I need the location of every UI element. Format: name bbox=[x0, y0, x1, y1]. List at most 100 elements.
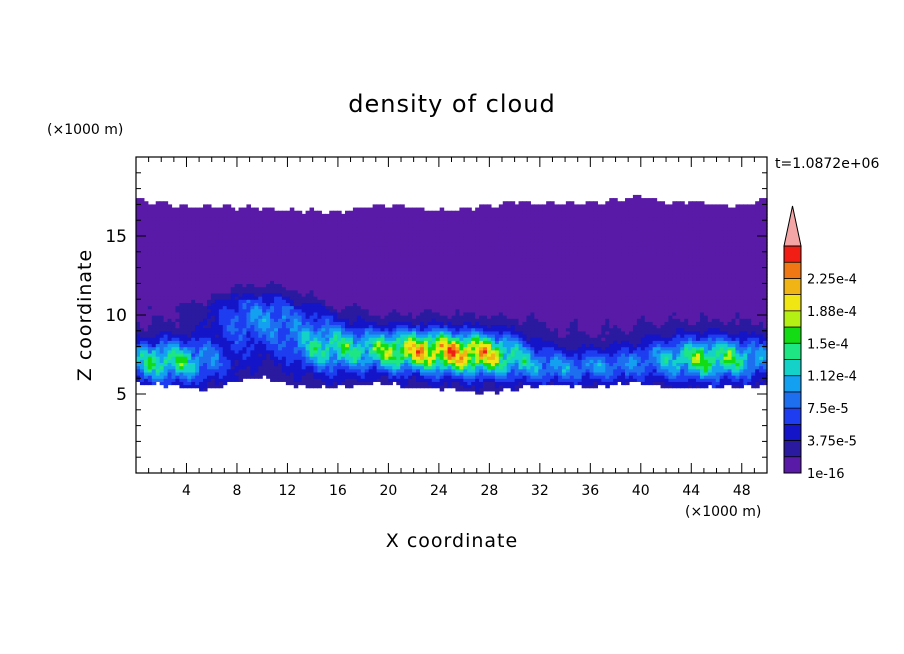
density-cell bbox=[317, 324, 322, 329]
density-cell bbox=[692, 315, 697, 319]
density-cell bbox=[581, 352, 587, 357]
density-cell bbox=[277, 305, 283, 310]
density-cell bbox=[597, 327, 602, 332]
density-cell bbox=[447, 292, 453, 297]
density-cell bbox=[416, 324, 421, 329]
density-cell bbox=[423, 356, 429, 360]
density-cell bbox=[159, 375, 165, 379]
density-cell bbox=[739, 352, 744, 357]
density-cell bbox=[463, 330, 468, 335]
density-cell bbox=[270, 324, 275, 329]
density-cell bbox=[656, 352, 662, 357]
density-cell bbox=[404, 308, 409, 313]
density-cell bbox=[668, 352, 673, 357]
density-cell bbox=[471, 362, 476, 367]
density-cell bbox=[530, 289, 535, 294]
density-cell bbox=[538, 368, 543, 373]
density-cell bbox=[455, 371, 460, 376]
density-cell bbox=[498, 308, 504, 313]
density-cell bbox=[431, 292, 437, 297]
density-cell bbox=[423, 302, 429, 307]
density-cell bbox=[238, 299, 244, 303]
density-cell bbox=[222, 340, 228, 345]
density-cell bbox=[266, 365, 271, 370]
density-cell bbox=[183, 327, 188, 332]
density-cell bbox=[238, 349, 244, 354]
density-cell bbox=[486, 333, 492, 338]
density-cell bbox=[266, 346, 271, 351]
density-cell bbox=[439, 286, 445, 291]
density-cell bbox=[281, 299, 287, 303]
density-cell bbox=[431, 305, 437, 310]
density-cell bbox=[530, 286, 535, 291]
density-cell bbox=[277, 349, 283, 354]
density-cell bbox=[281, 368, 287, 373]
density-cell bbox=[139, 315, 145, 319]
density-cell bbox=[206, 318, 212, 322]
density-cell bbox=[597, 330, 602, 335]
density-cell bbox=[703, 365, 709, 370]
density-cell bbox=[530, 384, 535, 389]
density-cell bbox=[711, 296, 717, 300]
density-cell bbox=[423, 299, 429, 303]
density-cell bbox=[277, 356, 283, 360]
density-cell bbox=[313, 384, 319, 389]
density-cell bbox=[404, 378, 409, 382]
density-cell bbox=[471, 318, 476, 322]
density-cell bbox=[214, 340, 220, 345]
density-cell bbox=[463, 311, 468, 316]
density-cell bbox=[640, 340, 646, 345]
density-cell bbox=[199, 286, 204, 291]
density-cell bbox=[372, 324, 378, 329]
density-cell bbox=[206, 378, 212, 382]
density-cell bbox=[317, 308, 322, 313]
density-cell bbox=[557, 311, 563, 316]
density-cell bbox=[664, 333, 669, 338]
density-cell bbox=[356, 315, 362, 319]
density-cell bbox=[230, 302, 236, 307]
density-cell bbox=[483, 299, 488, 303]
density-cell bbox=[763, 371, 768, 376]
density-cell bbox=[577, 368, 583, 373]
density-cell bbox=[711, 359, 717, 363]
density-cell bbox=[467, 318, 472, 322]
density-cell bbox=[171, 299, 177, 303]
density-cell bbox=[565, 368, 571, 373]
density-cell bbox=[514, 337, 520, 341]
density-cell bbox=[601, 371, 606, 376]
density-cell bbox=[692, 362, 697, 367]
density-cell bbox=[759, 311, 764, 316]
density-cell bbox=[360, 318, 366, 322]
density-cell bbox=[605, 318, 610, 322]
density-cell bbox=[557, 315, 563, 319]
density-cell bbox=[494, 368, 500, 373]
density-cell bbox=[242, 321, 248, 326]
density-cell bbox=[735, 299, 740, 303]
density-cell bbox=[242, 296, 248, 300]
density-cell bbox=[151, 371, 157, 376]
density-cell bbox=[226, 286, 232, 291]
density-cell bbox=[628, 318, 634, 322]
density-cell bbox=[483, 308, 488, 313]
density-cell bbox=[151, 327, 157, 332]
density-cell bbox=[514, 368, 520, 373]
density-cell bbox=[234, 333, 240, 338]
density-cell bbox=[380, 318, 386, 322]
density-cell bbox=[490, 305, 496, 310]
density-cell bbox=[711, 330, 717, 335]
density-cell bbox=[183, 292, 188, 297]
density-cell bbox=[301, 330, 307, 335]
density-cell bbox=[384, 371, 389, 376]
density-cell bbox=[530, 296, 535, 300]
density-cell bbox=[203, 340, 208, 345]
density-cell bbox=[486, 308, 492, 313]
density-cell bbox=[234, 299, 240, 303]
density-cell bbox=[463, 302, 468, 307]
density-cell bbox=[191, 356, 196, 360]
density-cell bbox=[526, 305, 531, 310]
density-cell bbox=[222, 292, 228, 297]
density-cell bbox=[751, 292, 756, 297]
density-cell bbox=[459, 362, 464, 367]
density-cell bbox=[274, 368, 279, 373]
density-cell bbox=[412, 365, 417, 370]
